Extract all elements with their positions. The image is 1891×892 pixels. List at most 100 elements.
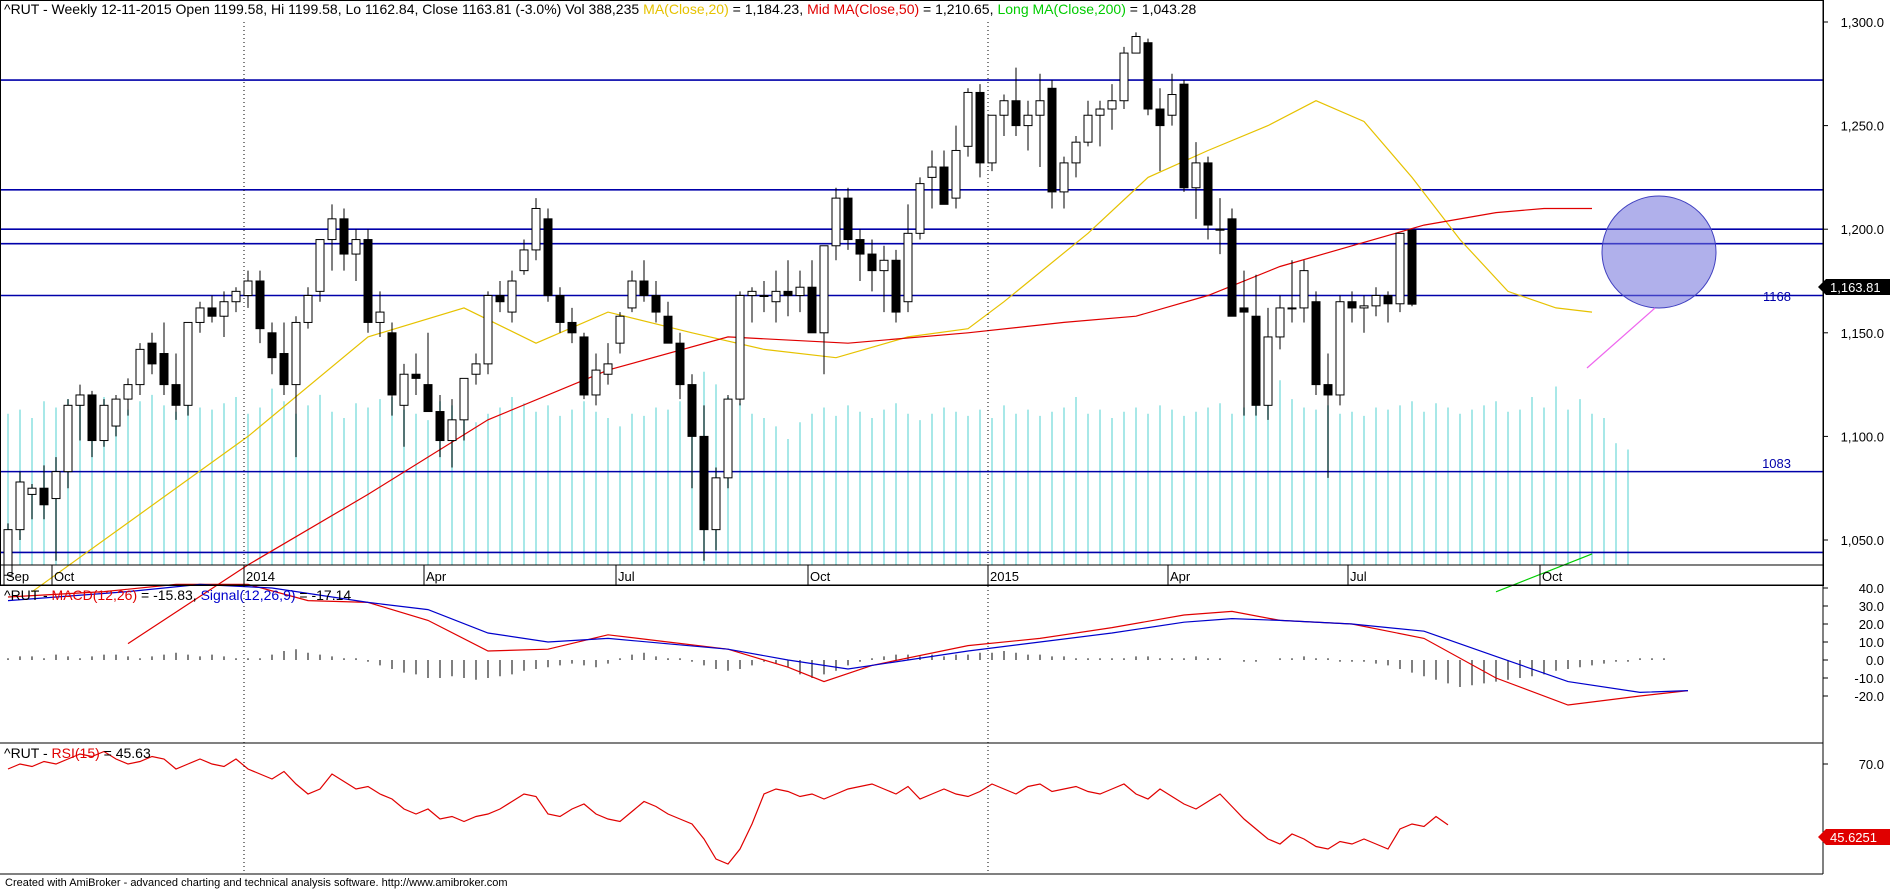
candle — [795, 270, 805, 313]
candle-body-up — [375, 311, 385, 323]
last-rsi-value: 45.6251 — [1830, 830, 1877, 845]
candle-body-up — [1107, 100, 1117, 110]
xtick-label: 2014 — [246, 569, 275, 584]
candle — [435, 394, 445, 458]
candle — [735, 291, 745, 406]
candle-body-down — [423, 384, 433, 413]
candle-body-down — [1251, 315, 1261, 406]
candlesticks — [3, 32, 1417, 576]
candle-body-up — [951, 149, 961, 199]
candle — [603, 343, 613, 385]
candle-body-down — [543, 218, 553, 297]
candle — [1275, 295, 1285, 350]
candle-body-up — [519, 249, 529, 272]
candle-body-up — [291, 321, 301, 386]
xtick-label: Sep — [6, 569, 29, 584]
candle — [291, 316, 301, 458]
candle-body-down — [663, 315, 673, 344]
candle-body-up — [747, 290, 757, 297]
candle — [663, 301, 673, 344]
price-title: ^RUT - Weekly 12-11-2015 Open 1199.58, H… — [4, 1, 1197, 17]
candle — [567, 307, 577, 344]
candle — [1179, 80, 1189, 192]
candle — [1299, 260, 1309, 323]
candle-body-down — [1227, 218, 1237, 317]
candle — [1251, 274, 1261, 416]
candle-body-up — [99, 404, 109, 442]
candle — [1323, 353, 1333, 478]
candle-body-down — [87, 394, 97, 442]
candle-body-up — [351, 239, 361, 255]
horizontal-lines[interactable] — [0, 79, 1823, 554]
candle-body-up — [771, 290, 781, 303]
candle — [927, 150, 937, 209]
candle — [1047, 80, 1057, 209]
candle-body-up — [1083, 114, 1093, 143]
candle-body-down — [1239, 307, 1249, 313]
candle-body-up — [1167, 94, 1177, 116]
candle — [1167, 73, 1177, 126]
candle-body-down — [159, 353, 169, 386]
candle — [243, 270, 253, 308]
price-title-long-value: = 1,043.28 — [1126, 1, 1197, 17]
candle-body-up — [1275, 307, 1285, 338]
candle — [219, 291, 229, 337]
candle — [1035, 73, 1045, 168]
candle — [1395, 232, 1405, 313]
annotations[interactable] — [1586, 195, 1717, 369]
price-ytick-label: 1,300.0 — [1841, 15, 1884, 30]
candle-body-down — [363, 239, 373, 323]
candle-body-up — [27, 487, 37, 495]
ma-line-20 — [31, 100, 1593, 593]
xtick-label: Jul — [1350, 569, 1367, 584]
candle-body-up — [591, 369, 601, 396]
candle — [1335, 295, 1345, 406]
candle — [651, 281, 661, 323]
candle — [339, 208, 349, 271]
candle-body-down — [939, 166, 949, 205]
candle — [1203, 156, 1213, 240]
candle-body-down — [639, 280, 649, 297]
macd-ytick-label: 10.0 — [1859, 635, 1884, 650]
candle — [99, 399, 109, 447]
last-price-value: 1,163.81 — [1830, 280, 1881, 295]
candle-body-down — [687, 384, 697, 437]
macd-series — [7, 583, 1689, 706]
candle — [183, 321, 193, 416]
candle — [75, 384, 85, 441]
candle — [387, 322, 397, 416]
axes: 1,050.0 1,100.0 1,150.0 1,200.0 1,250.0 1,300… — [0, 15, 1884, 772]
trend-line[interactable] — [1586, 307, 1656, 369]
footer-credit: Created with AmiBroker - advanced charti… — [5, 877, 508, 889]
rsi-line — [7, 750, 1449, 865]
candle — [855, 229, 865, 281]
candle — [483, 291, 493, 375]
candle — [27, 484, 37, 520]
xtick-label: Oct — [54, 569, 75, 584]
candle — [1071, 135, 1081, 178]
candle — [615, 312, 625, 354]
candle — [1155, 88, 1165, 172]
candle-body-down — [1383, 295, 1393, 305]
macd-title-macd-value: = -15.83, — [137, 587, 200, 603]
candle — [1119, 46, 1129, 110]
candle-body-up — [327, 218, 337, 241]
candle-body-up — [459, 377, 469, 421]
candle-body-up — [1335, 301, 1345, 396]
candle — [15, 471, 25, 540]
candle-body-down — [147, 342, 157, 365]
candle-body-up — [735, 295, 745, 400]
candle-body-up — [63, 404, 73, 473]
last-price-marker — [1818, 279, 1890, 295]
macd-ytick-label: 0.0 — [1866, 653, 1884, 668]
candle-body-up — [3, 529, 13, 576]
candle — [831, 187, 841, 261]
macd-ytick-label: 30.0 — [1859, 599, 1884, 614]
candle — [303, 287, 313, 329]
macd-ytick-label: -10.0 — [1854, 671, 1884, 686]
candle-body-down — [1011, 100, 1021, 127]
highlight-circle[interactable] — [1601, 195, 1717, 309]
candle-body-up — [1095, 108, 1105, 116]
rsi-title-rsi-value: = 45.63 — [100, 745, 151, 761]
